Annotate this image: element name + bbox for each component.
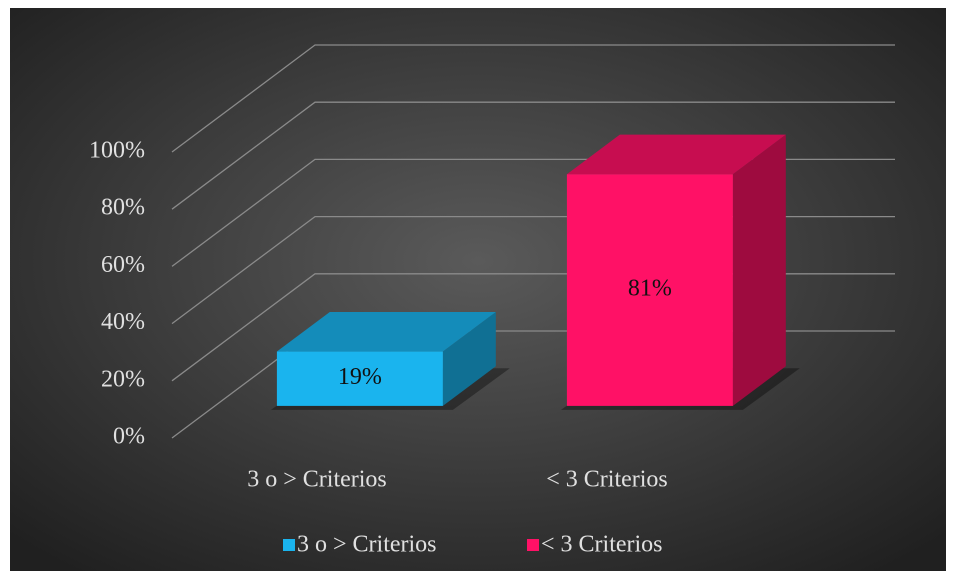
bar — [566, 174, 733, 406]
legend-swatch — [527, 539, 539, 551]
legend-label: < 3 Criterios — [541, 532, 663, 558]
bar — [276, 351, 443, 406]
value-label: 19% — [338, 364, 382, 390]
y-tick-label: 100% — [89, 138, 145, 164]
bar-side — [732, 134, 786, 406]
y-tick-label: 60% — [101, 252, 145, 278]
y-tick-label: 80% — [101, 195, 145, 221]
y-tick-label: 20% — [101, 366, 145, 392]
bar-side — [442, 311, 496, 406]
legend-swatch — [283, 539, 295, 551]
x-tick-label: < 3 Criterios — [546, 467, 668, 493]
bar-top — [566, 134, 786, 175]
grid-line — [171, 44, 895, 153]
grid-line — [171, 101, 895, 210]
y-tick-label: 0% — [113, 424, 145, 450]
x-tick-label: 3 o > Criterios — [247, 467, 387, 493]
y-tick-label: 40% — [101, 309, 145, 335]
bar-top — [276, 311, 496, 352]
value-label: 81% — [628, 276, 672, 302]
chart-background — [10, 8, 946, 571]
legend-label: 3 o > Criterios — [297, 532, 437, 558]
